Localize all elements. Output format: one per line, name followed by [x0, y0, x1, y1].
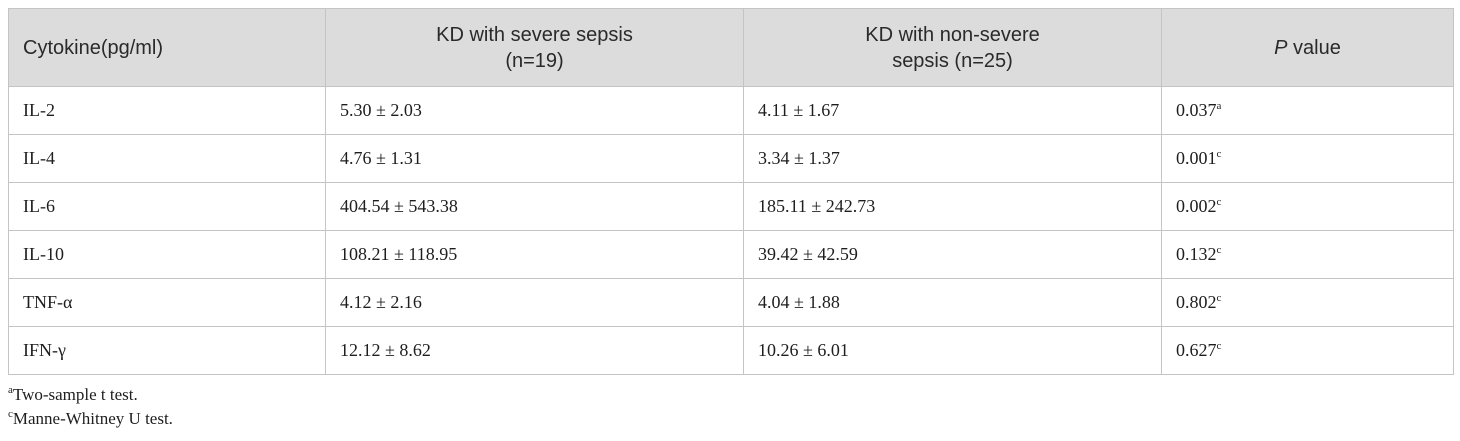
- footnote: cManne-Whitney U test.: [8, 407, 173, 431]
- cell-severe: 4.76 ± 1.31: [325, 134, 744, 183]
- table-footnotes: aTwo-sample t test. cManne-Whitney U tes…: [8, 383, 173, 431]
- cell-severe: 12.12 ± 8.62: [325, 326, 744, 375]
- cell-severe: 4.12 ± 2.16: [325, 278, 744, 327]
- p-value-text: 0.802: [1176, 292, 1217, 312]
- p-value-text: 0.037: [1176, 100, 1217, 120]
- header-nonsevere-line2: sepsis (n=25): [892, 49, 1013, 72]
- header-p-italic: P: [1274, 36, 1288, 59]
- table-row: IFN-γ 12.12 ± 8.62 10.26 ± 6.01 0.627c: [8, 326, 1454, 375]
- p-value-text: 0.001: [1176, 148, 1217, 168]
- header-severe-line1: KD with severe sepsis: [436, 23, 633, 46]
- header-row: Cytokine(pg/ml) KD with severe sepsis (n…: [8, 8, 1454, 87]
- header-cytokine: Cytokine(pg/ml): [8, 8, 326, 87]
- cell-nonsevere: 4.11 ± 1.67: [743, 86, 1162, 135]
- table-container: Cytokine(pg/ml) KD with severe sepsis (n…: [8, 8, 1454, 375]
- footnote-mark: c: [1216, 340, 1222, 352]
- footnote-mark: c: [1216, 244, 1222, 256]
- cell-cytokine: IL-6: [8, 182, 326, 231]
- cell-nonsevere: 39.42 ± 42.59: [743, 230, 1162, 279]
- cell-p-value: 0.037a: [1161, 86, 1454, 135]
- cell-cytokine: IL-4: [8, 134, 326, 183]
- table-row: IL-6 404.54 ± 543.38 185.11 ± 242.73 0.0…: [8, 182, 1454, 231]
- cell-cytokine: IL-2: [8, 86, 326, 135]
- header-p-rest: value: [1287, 36, 1341, 59]
- cell-nonsevere: 185.11 ± 242.73: [743, 182, 1162, 231]
- header-severe: KD with severe sepsis (n=19): [325, 8, 744, 87]
- cell-p-value: 0.802c: [1161, 278, 1454, 327]
- table-body: IL-2 5.30 ± 2.03 4.11 ± 1.67 0.037a IL-4…: [8, 86, 1454, 375]
- cell-severe: 404.54 ± 543.38: [325, 182, 744, 231]
- cell-cytokine: IL-10: [8, 230, 326, 279]
- p-value-text: 0.002: [1176, 196, 1217, 216]
- header-nonsevere: KD with non-severe sepsis (n=25): [743, 8, 1162, 87]
- footnote-text: Two-sample t test.: [12, 385, 138, 404]
- cell-p-value: 0.002c: [1161, 182, 1454, 231]
- footnote: aTwo-sample t test.: [8, 383, 173, 407]
- table-row: IL-4 4.76 ± 1.31 3.34 ± 1.37 0.001c: [8, 134, 1454, 183]
- cell-p-value: 0.627c: [1161, 326, 1454, 375]
- footnote-mark: a: [8, 384, 13, 396]
- header-p-value: P value: [1161, 8, 1454, 87]
- cell-nonsevere: 3.34 ± 1.37: [743, 134, 1162, 183]
- cell-severe: 108.21 ± 118.95: [325, 230, 744, 279]
- table-header: Cytokine(pg/ml) KD with severe sepsis (n…: [8, 8, 1454, 87]
- footnote-text: Manne-Whitney U test.: [12, 409, 173, 428]
- cell-nonsevere: 10.26 ± 6.01: [743, 326, 1162, 375]
- header-severe-line2: (n=19): [505, 49, 564, 72]
- table-row: IL-10 108.21 ± 118.95 39.42 ± 42.59 0.13…: [8, 230, 1454, 279]
- table-row: IL-2 5.30 ± 2.03 4.11 ± 1.67 0.037a: [8, 86, 1454, 135]
- p-value-text: 0.627: [1176, 340, 1217, 360]
- cytokine-table: Cytokine(pg/ml) KD with severe sepsis (n…: [8, 8, 1454, 375]
- footnote-mark: c: [1216, 148, 1222, 160]
- cell-cytokine: IFN-γ: [8, 326, 326, 375]
- cell-cytokine: TNF-α: [8, 278, 326, 327]
- cell-p-value: 0.132c: [1161, 230, 1454, 279]
- cell-severe: 5.30 ± 2.03: [325, 86, 744, 135]
- footnote-mark: c: [1216, 292, 1222, 304]
- header-nonsevere-line1: KD with non-severe: [865, 23, 1040, 46]
- footnote-mark: c: [8, 408, 13, 420]
- cell-nonsevere: 4.04 ± 1.88: [743, 278, 1162, 327]
- cell-p-value: 0.001c: [1161, 134, 1454, 183]
- footnote-mark: c: [1216, 196, 1222, 208]
- p-value-text: 0.132: [1176, 244, 1217, 264]
- footnote-mark: a: [1216, 100, 1222, 112]
- table-row: TNF-α 4.12 ± 2.16 4.04 ± 1.88 0.802c: [8, 278, 1454, 327]
